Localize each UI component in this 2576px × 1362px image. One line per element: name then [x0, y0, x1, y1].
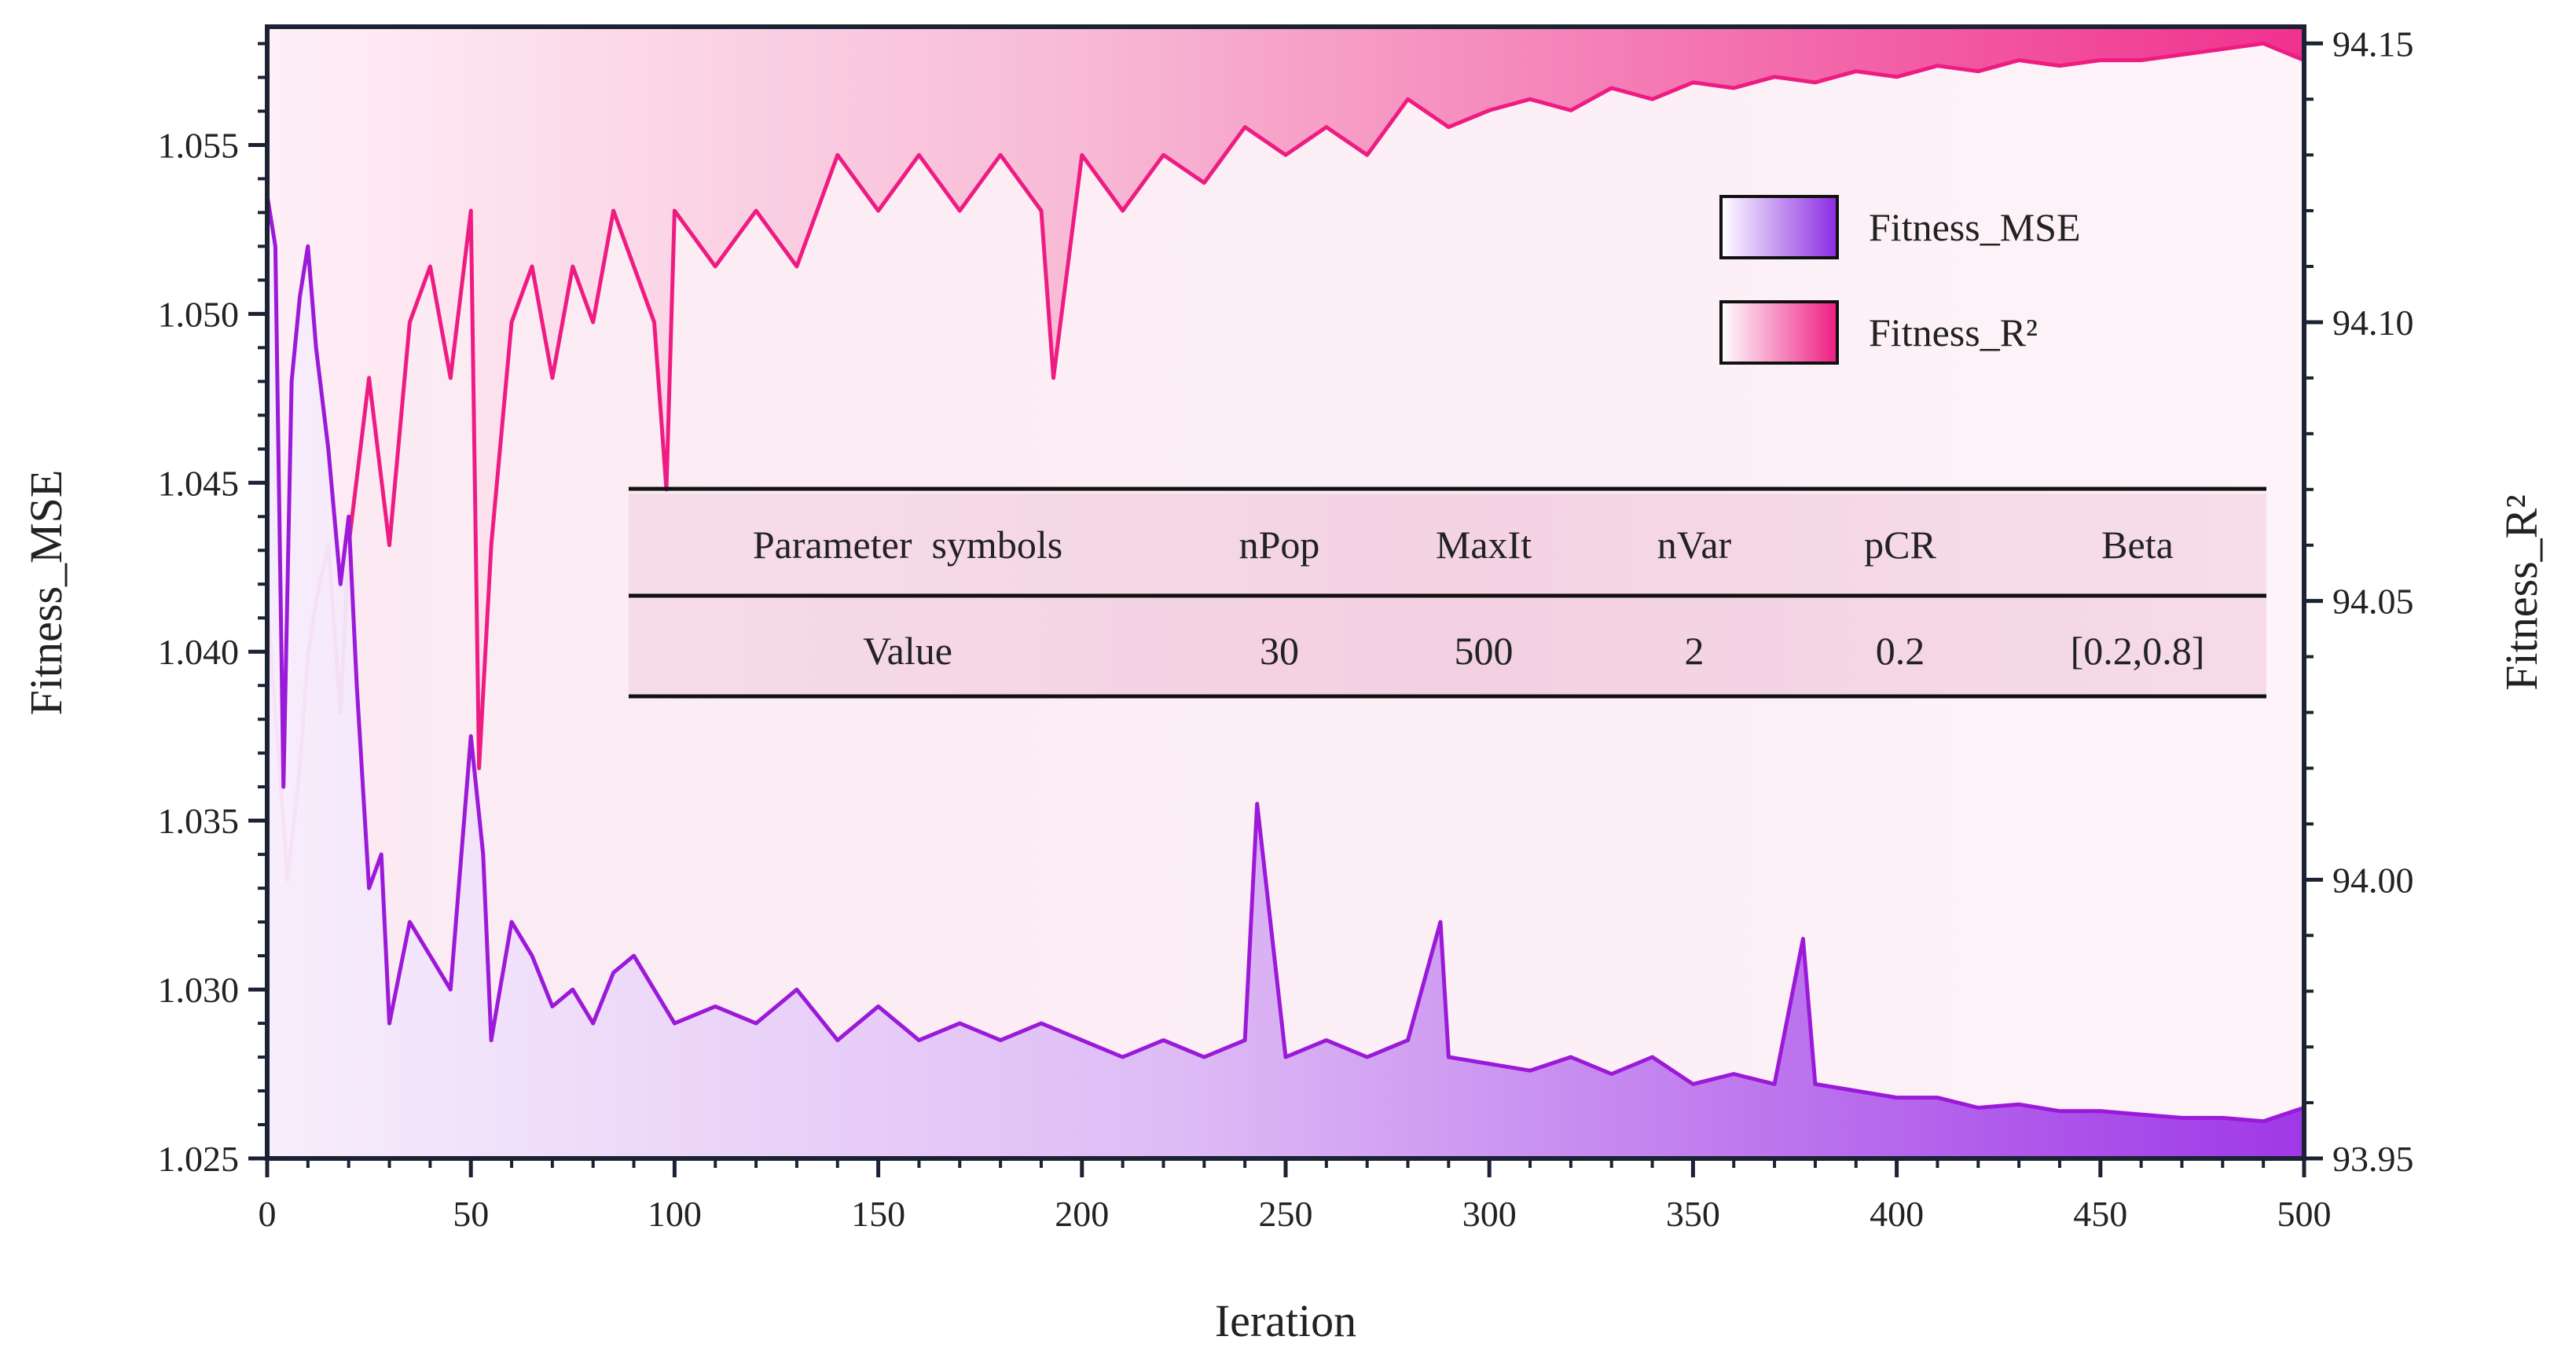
table-cell-nvar: 2 [1685, 629, 1704, 673]
right-tick-label: 94.00 [2332, 860, 2414, 900]
left-tick-label: 1.035 [158, 801, 240, 841]
legend: Fitness_MSE Fitness_R² [1719, 195, 2081, 365]
x-tick-label: 250 [1259, 1194, 1313, 1234]
right-axis-title: Fitness_R² [2496, 494, 2547, 690]
table-header-row [629, 494, 2266, 594]
table-header-maxit: MaxIt [1436, 523, 1532, 567]
table-cell-npop: 30 [1260, 629, 1299, 673]
x-tick-label: 50 [453, 1194, 489, 1234]
x-tick-label: 350 [1666, 1194, 1720, 1234]
left-axis-title: Fitness_MSE [20, 470, 72, 716]
left-tick-label: 1.040 [158, 632, 240, 672]
left-tick-label: 1.055 [158, 125, 240, 165]
table-header-nvar: nVar [1657, 523, 1732, 567]
left-tick-label: 1.045 [158, 463, 240, 503]
x-tick-label: 500 [2277, 1194, 2332, 1234]
x-tick-label: 100 [648, 1194, 702, 1234]
x-tick-label: 150 [851, 1194, 905, 1234]
x-tick-label: 200 [1055, 1194, 1109, 1234]
legend-label-mse: Fitness_MSE [1869, 205, 2081, 249]
table-cell-value: Value [863, 629, 952, 673]
x-tick-label: 400 [1870, 1194, 1924, 1234]
right-tick-label: 93.95 [2332, 1139, 2414, 1179]
legend-label-r2: Fitness_R² [1869, 310, 2038, 354]
table-cell-beta: [0.2,0.8] [2071, 629, 2205, 673]
series-line-r2 [267, 41, 2304, 882]
left-tick-label: 1.025 [158, 1139, 240, 1179]
legend-item-mse: Fitness_MSE [1719, 195, 2081, 259]
series-layer [267, 27, 2304, 1158]
right-tick-label: 94.05 [2332, 582, 2414, 622]
series-area-mse [267, 195, 2304, 1158]
legend-swatch-mse [1719, 195, 1839, 259]
table-header-beta: Beta [2101, 523, 2174, 567]
table-header-pcr: pCR [1864, 523, 1936, 567]
x-tick-label: 450 [2073, 1194, 2127, 1234]
table-value-row [629, 597, 2266, 695]
right-tick-label: 94.15 [2332, 24, 2414, 64]
table-header-symbols: Parameter symbols [753, 523, 1062, 567]
table-cell-maxit: 500 [1455, 629, 1514, 673]
table-header-npop: nPop [1239, 523, 1320, 567]
series-area-r2 [267, 27, 2304, 880]
table-cell-pcr: 0.2 [1876, 629, 1925, 673]
legend-swatch-r2 [1719, 300, 1839, 365]
series-line-mse [267, 195, 2304, 1124]
x-axis-title: Ieration [1215, 1295, 1356, 1346]
legend-item-r2: Fitness_R² [1719, 300, 2038, 365]
parameter-table: Parameter symbols nPop MaxIt nVar pCR Be… [629, 486, 2266, 699]
left-tick-label: 1.030 [158, 970, 240, 1010]
ticks-layer: 0 50 100 150 200 250 300 350 400 450 500 1.025 1.030… [158, 24, 2414, 1234]
left-tick-label: 1.050 [158, 294, 240, 334]
right-tick-label: 94.10 [2332, 303, 2414, 343]
x-tick-label: 300 [1462, 1194, 1517, 1234]
x-tick-label: 0 [259, 1194, 277, 1234]
